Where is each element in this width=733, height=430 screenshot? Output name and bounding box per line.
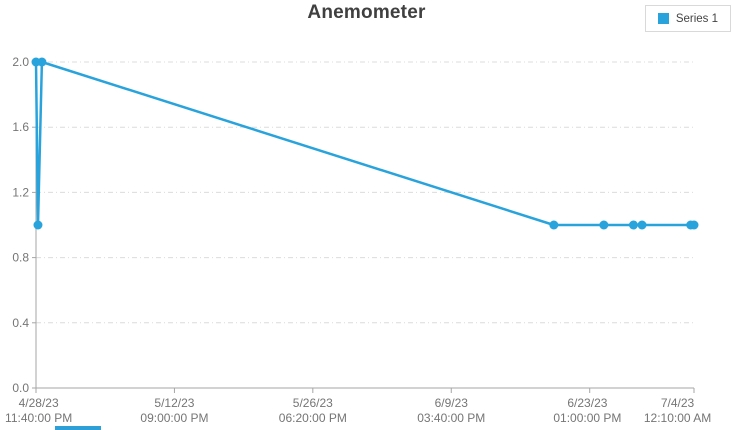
x-tick-time-label: 03:40:00 PM — [417, 411, 485, 425]
data-point-marker[interactable] — [599, 220, 609, 230]
x-tick-date-label: 6/23/23 — [567, 396, 607, 410]
y-tick-label: 0.0 — [12, 381, 29, 395]
x-tick-time-label: 09:00:00 PM — [140, 411, 208, 425]
x-tick-date-label: 5/26/23 — [293, 396, 333, 410]
y-tick-label: 0.8 — [12, 251, 29, 265]
bottom-blue-bar — [55, 426, 101, 430]
y-tick-label: 0.4 — [12, 316, 29, 330]
y-tick-label: 1.2 — [12, 185, 29, 199]
legend-swatch-icon — [657, 13, 669, 24]
x-tick-time-label: 12:10:00 AM — [644, 411, 711, 425]
data-point-marker[interactable] — [637, 220, 647, 230]
y-tick-label: 2.0 — [12, 55, 29, 69]
x-tick-date-label: 7/4/23 — [661, 396, 695, 410]
data-point-marker[interactable] — [549, 220, 559, 230]
legend-series-label: Series 1 — [675, 12, 718, 25]
x-tick-time-label: 01:00:00 PM — [553, 411, 621, 425]
legend[interactable]: Series 1 — [644, 5, 731, 32]
chart-title: Anemometer — [307, 2, 426, 23]
data-point-marker[interactable] — [37, 57, 47, 67]
x-tick-date-label: 4/28/23 — [19, 396, 59, 410]
x-tick-time-label: 11:40:00 PM — [5, 411, 72, 425]
x-tick-date-label: 5/12/23 — [154, 396, 194, 410]
x-tick-time-label: 06:20:00 PM — [279, 411, 347, 425]
data-point-marker[interactable] — [628, 220, 638, 230]
series-line[interactable] — [34, 60, 696, 227]
y-tick-label: 1.6 — [12, 120, 29, 134]
data-point-marker[interactable] — [33, 220, 43, 230]
data-point-marker[interactable] — [689, 220, 699, 230]
x-tick-date-label: 6/9/23 — [435, 396, 469, 410]
